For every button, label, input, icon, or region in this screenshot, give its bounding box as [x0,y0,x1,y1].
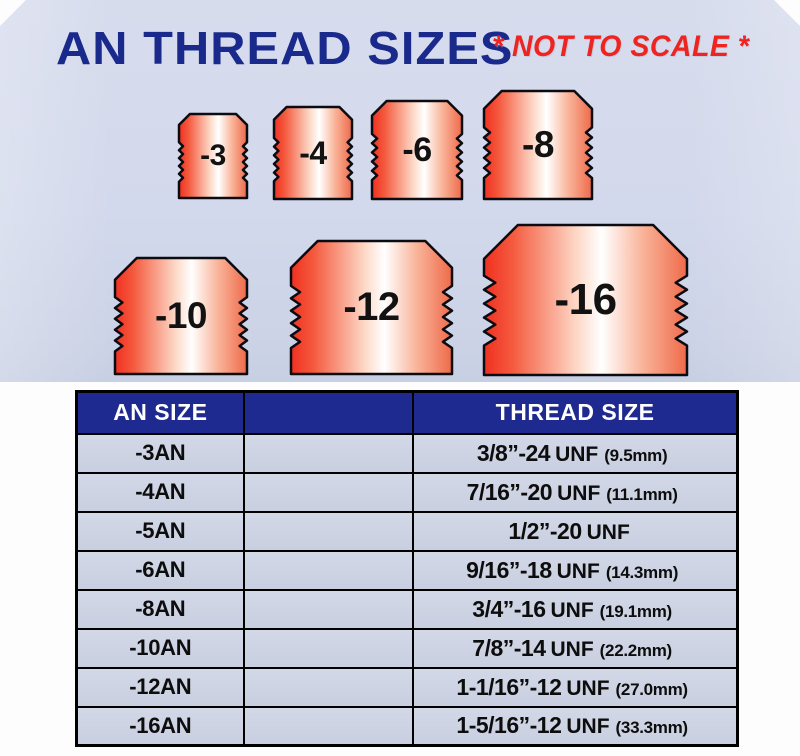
thread-fraction: 1/2”-20 [508,517,582,544]
thread-metric: (11.1mm) [606,484,678,504]
cell-thread-size: 7/16”-20 UNF (11.1mm) [412,471,739,513]
fitting-body-shape [482,89,594,201]
thread-standard: UNF [555,442,599,466]
thread-standard: UNF [550,598,594,622]
thread-metric: (33.3mm) [615,718,689,738]
cell-an-size: -10AN [75,627,245,669]
fitting-body-shape [370,99,464,201]
thread-standard: UNF [566,676,610,700]
thread-standard: UNF [566,715,610,739]
table-row: -4AN 7/16”-20 UNF (11.1mm) [75,471,739,513]
column-header-thread-size: THREAD SIZE [412,390,739,435]
cell-an-size: -16AN [75,705,245,747]
thread-fraction: 1-1/16”-12 [456,673,562,700]
thread-standard: UNF [550,637,594,661]
cell-blank [242,510,415,552]
table-row: -5AN 1/2”-20 UNF [75,510,739,552]
cell-an-size: -12AN [75,666,245,708]
cell-an-size: -4AN [75,471,245,513]
an-fitting-dash12: -12 [289,239,454,376]
thread-metric: (22.2mm) [599,640,673,660]
thread-size-table: AN SIZE THREAD SIZE -3AN 3/8”-24 UNF (9.5mm… [75,390,739,747]
title-row: AN THREAD SIZES * NOT TO SCALE * [0,22,800,82]
cell-thread-size: 1/2”-20 UNF [412,510,739,552]
table-row: -10AN 7/8”-14 UNF (22.2mm) [75,627,739,669]
cell-thread-size: 1-1/16”-12 UNF (27.0mm) [412,666,739,708]
thread-metric: (9.5mm) [604,445,668,465]
thread-metric: (27.0mm) [615,679,689,699]
an-fitting-dash10: -10 [113,256,249,376]
table-header: AN SIZE THREAD SIZE [75,390,739,435]
cell-blank [242,705,415,747]
page-title: AN THREAD SIZES [56,22,514,74]
fitting-body-shape [113,256,249,376]
cell-an-size: -6AN [75,549,245,591]
an-fitting-dash16: -16 [482,223,689,377]
an-fitting-dash4: -4 [272,105,354,201]
cell-blank [242,588,415,630]
fitting-body-shape [177,112,249,200]
cell-blank [242,666,415,708]
thread-fraction: 7/8”-14 [472,634,546,661]
thread-metric: (19.1mm) [599,601,673,621]
table-row: -12AN 1-1/16”-12 UNF (27.0mm) [75,666,739,708]
cell-blank [242,432,415,474]
table-row: -16AN 1-5/16”-12 UNF (33.3mm) [75,705,739,747]
cell-an-size: -8AN [75,588,245,630]
cell-an-size: -5AN [75,510,245,552]
cell-an-size: -3AN [75,432,245,474]
thread-standard: UNF [557,481,601,505]
thread-fraction: 1-5/16”-12 [456,712,562,739]
cell-blank [242,627,415,669]
table-row: -6AN 9/16”-18 UNF (14.3mm) [75,549,739,591]
table-body: -3AN 3/8”-24 UNF (9.5mm) -4AN 7/16”-20 UNF (11.… [75,432,739,747]
fitting-body-shape [289,239,454,376]
an-fitting-dash3: -3 [177,112,249,200]
cell-blank [242,549,415,591]
column-header-an-size: AN SIZE [75,390,245,435]
thread-metric: (14.3mm) [605,562,679,582]
cell-thread-size: 3/8”-24 UNF (9.5mm) [412,432,739,474]
column-header-blank [242,390,415,435]
thread-fraction: 3/8”-24 [476,439,551,466]
cell-thread-size: 9/16”-18 UNF (14.3mm) [412,549,739,591]
thread-standard: UNF [586,520,630,544]
cell-thread-size: 3/4”-16 UNF (19.1mm) [412,588,739,630]
an-fitting-dash8: -8 [482,89,594,201]
thread-fraction: 9/16”-18 [466,556,552,583]
cell-blank [242,471,415,513]
cell-thread-size: 7/8”-14 UNF (22.2mm) [412,627,739,669]
thread-fraction: 3/4”-16 [472,595,546,622]
fitting-body-shape [272,105,354,201]
an-fitting-dash6: -6 [370,99,464,201]
fitting-body-shape [482,223,689,377]
table-header-row: AN SIZE THREAD SIZE [75,390,739,435]
table-row: -3AN 3/8”-24 UNF (9.5mm) [75,432,739,474]
thread-standard: UNF [556,559,600,583]
thread-fraction: 7/16”-20 [466,478,553,505]
not-to-scale-note: * NOT TO SCALE * [492,30,750,63]
table-row: -8AN 3/4”-16 UNF (19.1mm) [75,588,739,630]
cell-thread-size: 1-5/16”-12 UNF (33.3mm) [412,705,739,747]
